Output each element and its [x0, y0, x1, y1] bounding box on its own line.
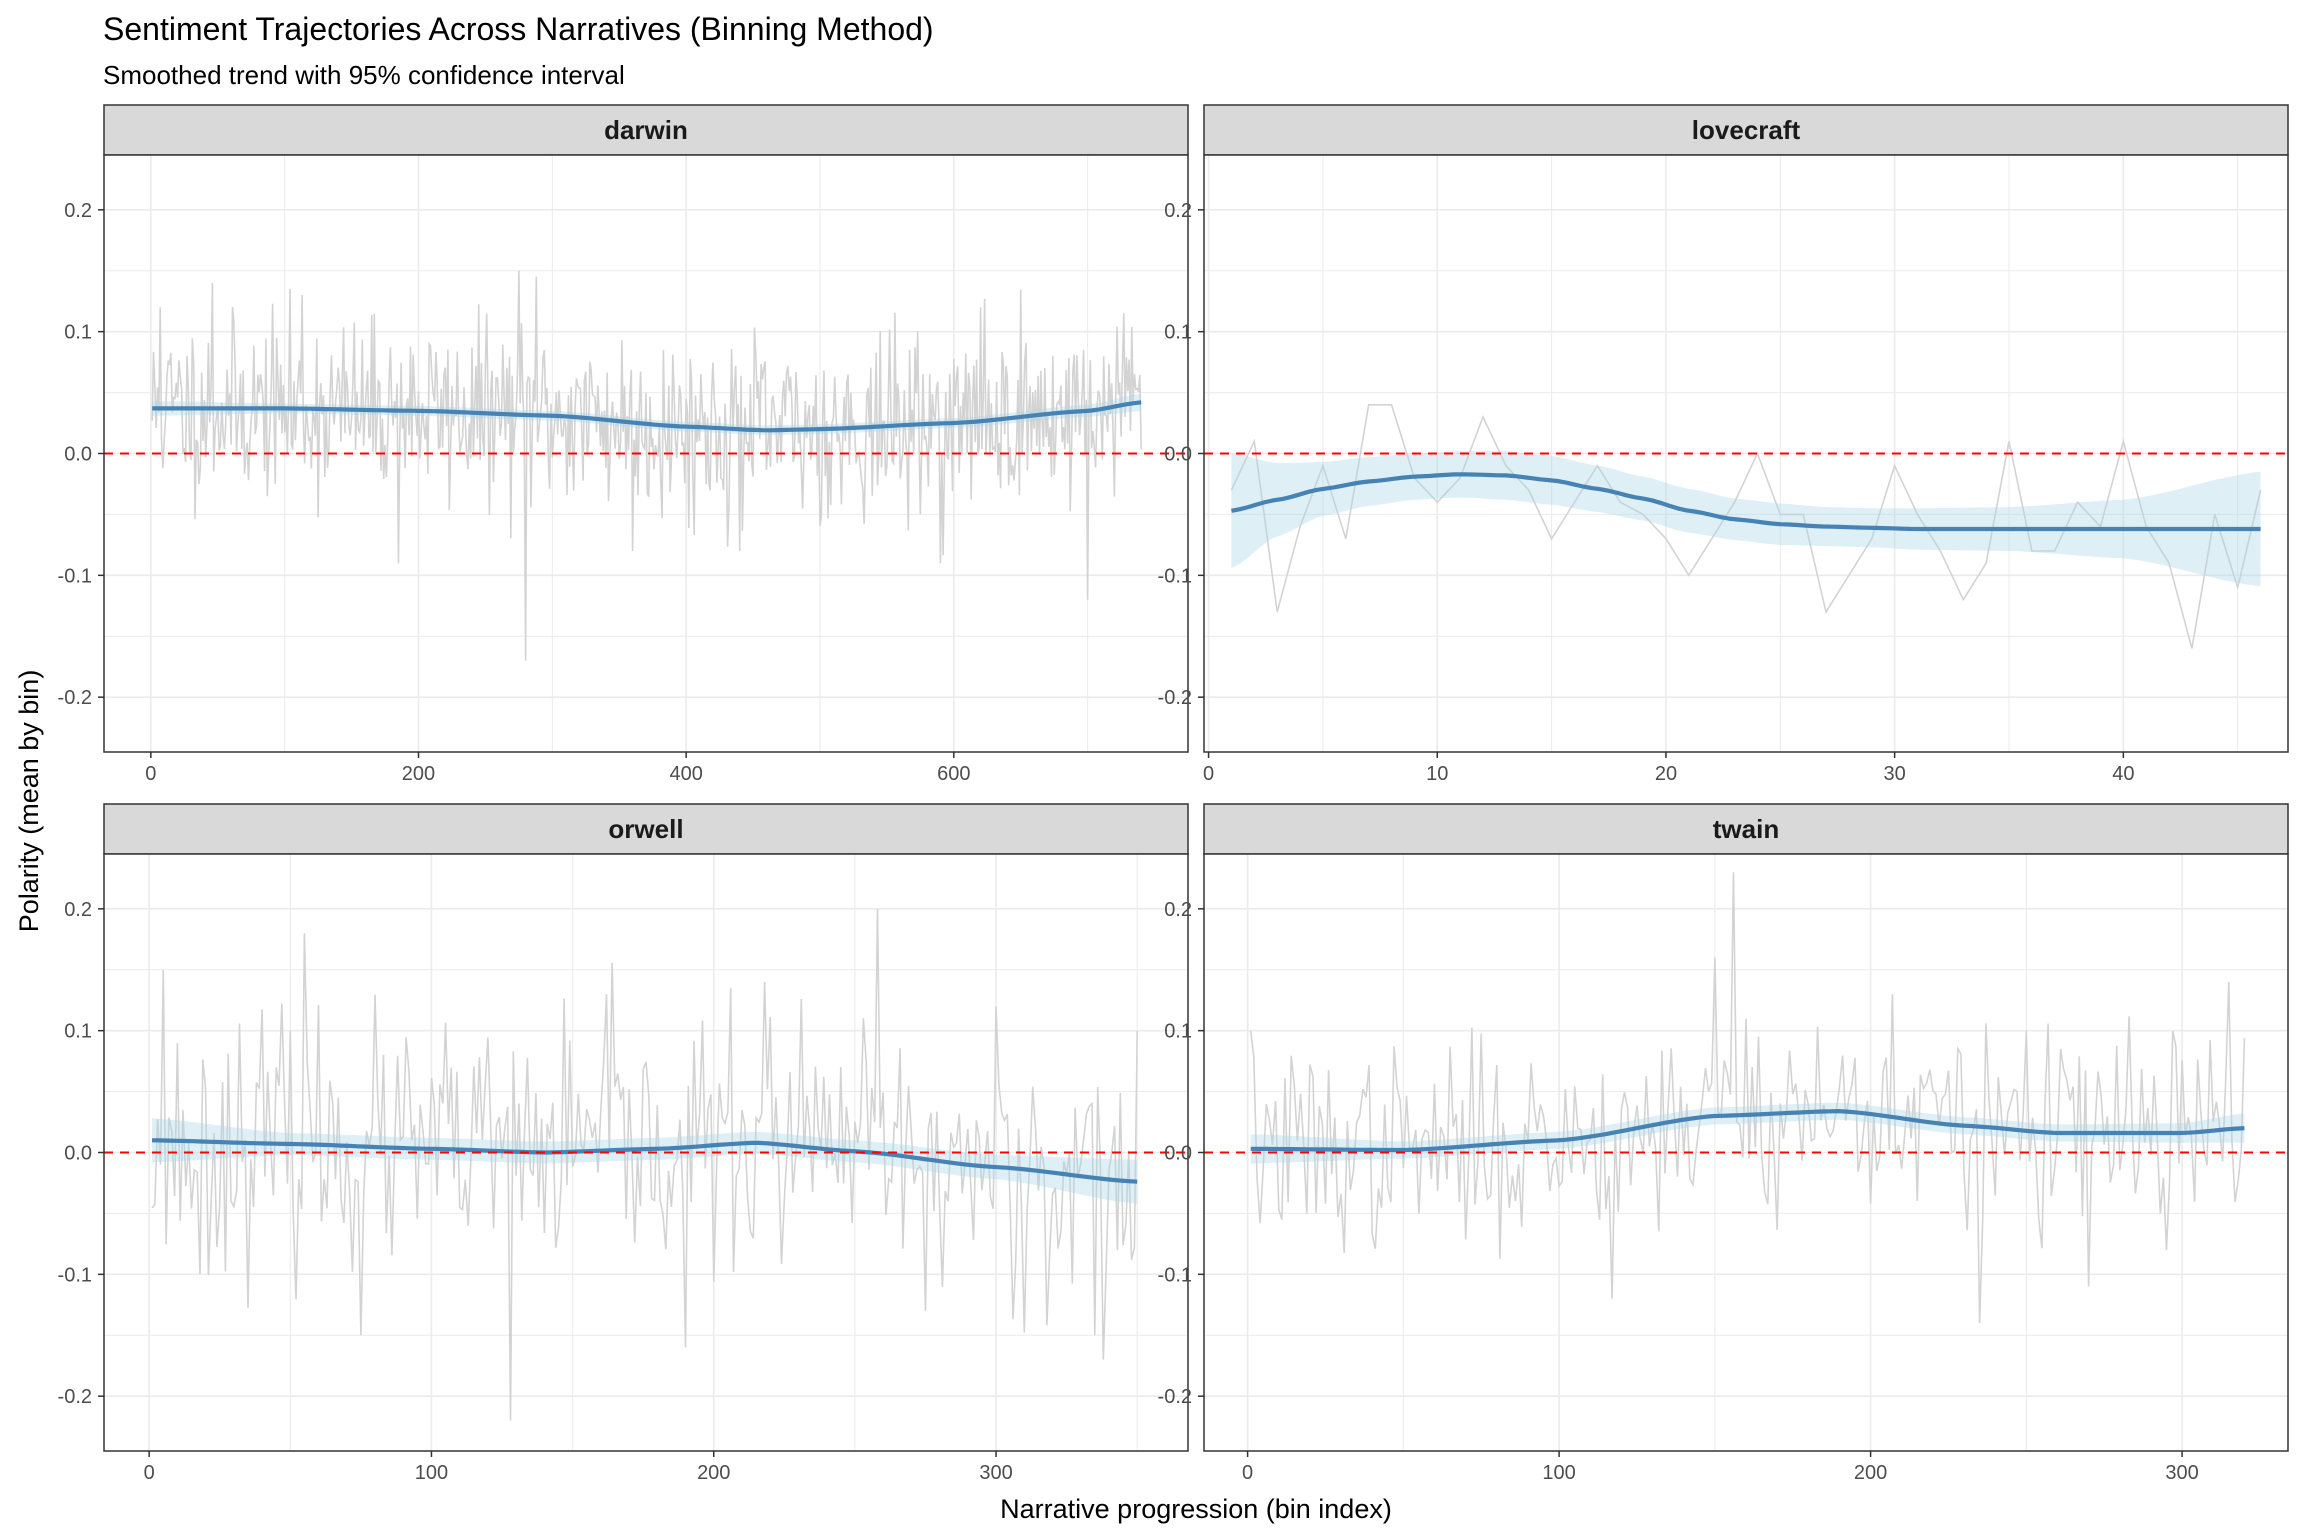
x-tick-label: 200 [1854, 1462, 1887, 1484]
x-tick-label: 300 [979, 1462, 1012, 1484]
smoothed-trend-line [151, 1138, 1138, 1184]
y-tick-label: 0.2 [1164, 899, 1192, 921]
smoothed-trend-line [1231, 472, 2261, 532]
facet-strip-label: orwell [608, 814, 683, 844]
smoothed-trend-line [152, 400, 1142, 433]
facet-strip-label: darwin [604, 115, 688, 145]
facet-twain: twain -0.2 -0.1 0.0 0.1 0.2 0 100 200 300 [1158, 803, 2289, 1484]
x-tick-label: 30 [1884, 763, 1906, 785]
y-tick-label: -0.2 [1158, 1386, 1192, 1408]
facet-strip-label: twain [1713, 814, 1779, 844]
y-tick-label: 0.0 [1164, 444, 1192, 466]
x-tick-label: 100 [415, 1462, 448, 1484]
raw-polarity-line [151, 908, 1138, 1421]
y-tick-label: 0.1 [1164, 322, 1192, 344]
x-tick-label: 100 [1542, 1462, 1575, 1484]
x-tick-label: 200 [402, 763, 435, 785]
panel-border [1203, 154, 2289, 753]
raw-polarity-line [1230, 404, 2262, 649]
y-tick-label: 0.2 [1164, 200, 1192, 222]
confidence-band [1250, 1102, 2245, 1164]
y-tick-label: 0.0 [1164, 1143, 1192, 1165]
facet-darwin: darwin -0.2 -0.1 0.0 0.1 0.2 0 200 400 600 [58, 104, 1189, 785]
panel-border [103, 853, 1189, 1452]
x-tick-label: 300 [2165, 1462, 2198, 1484]
confidence-band [152, 1118, 1138, 1204]
facet-panels: darwin-0.2-0.10.00.10.20 200 400 600lovecra… [58, 104, 2289, 1484]
y-tick-label: -0.1 [58, 1264, 92, 1286]
x-tick-label: 600 [937, 763, 970, 785]
y-tick-label: -0.1 [1158, 1264, 1192, 1286]
y-axis-label: Polarity (mean by bin) [14, 670, 44, 933]
x-tick-label: 20 [1655, 763, 1677, 785]
x-tick-label: 40 [2112, 763, 2134, 785]
x-tick-label: 0 [1242, 1462, 1253, 1484]
facet-orwell: orwell -0.2 -0.1 0.0 0.1 0.2 0 100 200 300 [58, 803, 1189, 1484]
x-tick-label: 0 [145, 763, 156, 785]
x-tick-label: 0 [144, 1462, 155, 1484]
facet-strip-label: lovecraft [1692, 115, 1801, 145]
y-tick-label: 0.1 [64, 322, 92, 344]
smoothed-trend-line [1250, 1109, 2245, 1153]
facet-lovecraft: lovecraft -0.2 -0.1 0.0 0.1 0.2 0 10 20 30 40 [1158, 104, 2289, 785]
y-tick-label: 0.1 [1164, 1021, 1192, 1043]
facet-strip [1203, 803, 2289, 855]
y-tick-label: -0.2 [1158, 687, 1192, 709]
x-axis-label: Narrative progression (bin index) [1000, 1494, 1392, 1524]
y-tick-label: 0.2 [64, 899, 92, 921]
y-tick-label: 0.0 [64, 444, 92, 466]
facet-strip [1203, 104, 2289, 156]
x-tick-label: 200 [697, 1462, 730, 1484]
chart-title: Sentiment Trajectories Across Narratives… [103, 11, 934, 47]
x-tick-label: 400 [669, 763, 702, 785]
facet-strip [103, 803, 1189, 855]
raw-polarity-line [151, 270, 1142, 661]
panel-border [1203, 853, 2289, 1452]
y-tick-label: -0.2 [58, 1386, 92, 1408]
y-tick-label: -0.1 [1158, 565, 1192, 587]
chart-subtitle: Smoothed trend with 95% confidence inter… [103, 60, 625, 90]
y-tick-label: -0.1 [58, 565, 92, 587]
x-tick-label: 10 [1426, 763, 1448, 785]
panel-border [103, 154, 1189, 753]
y-tick-label: 0.0 [64, 1143, 92, 1165]
y-tick-label: 0.2 [64, 200, 92, 222]
x-tick-label: 0 [1203, 763, 1214, 785]
y-tick-label: -0.2 [58, 687, 92, 709]
raw-polarity-line [1249, 872, 2246, 1324]
facet-strip [103, 104, 1189, 156]
y-tick-label: 0.1 [64, 1021, 92, 1043]
